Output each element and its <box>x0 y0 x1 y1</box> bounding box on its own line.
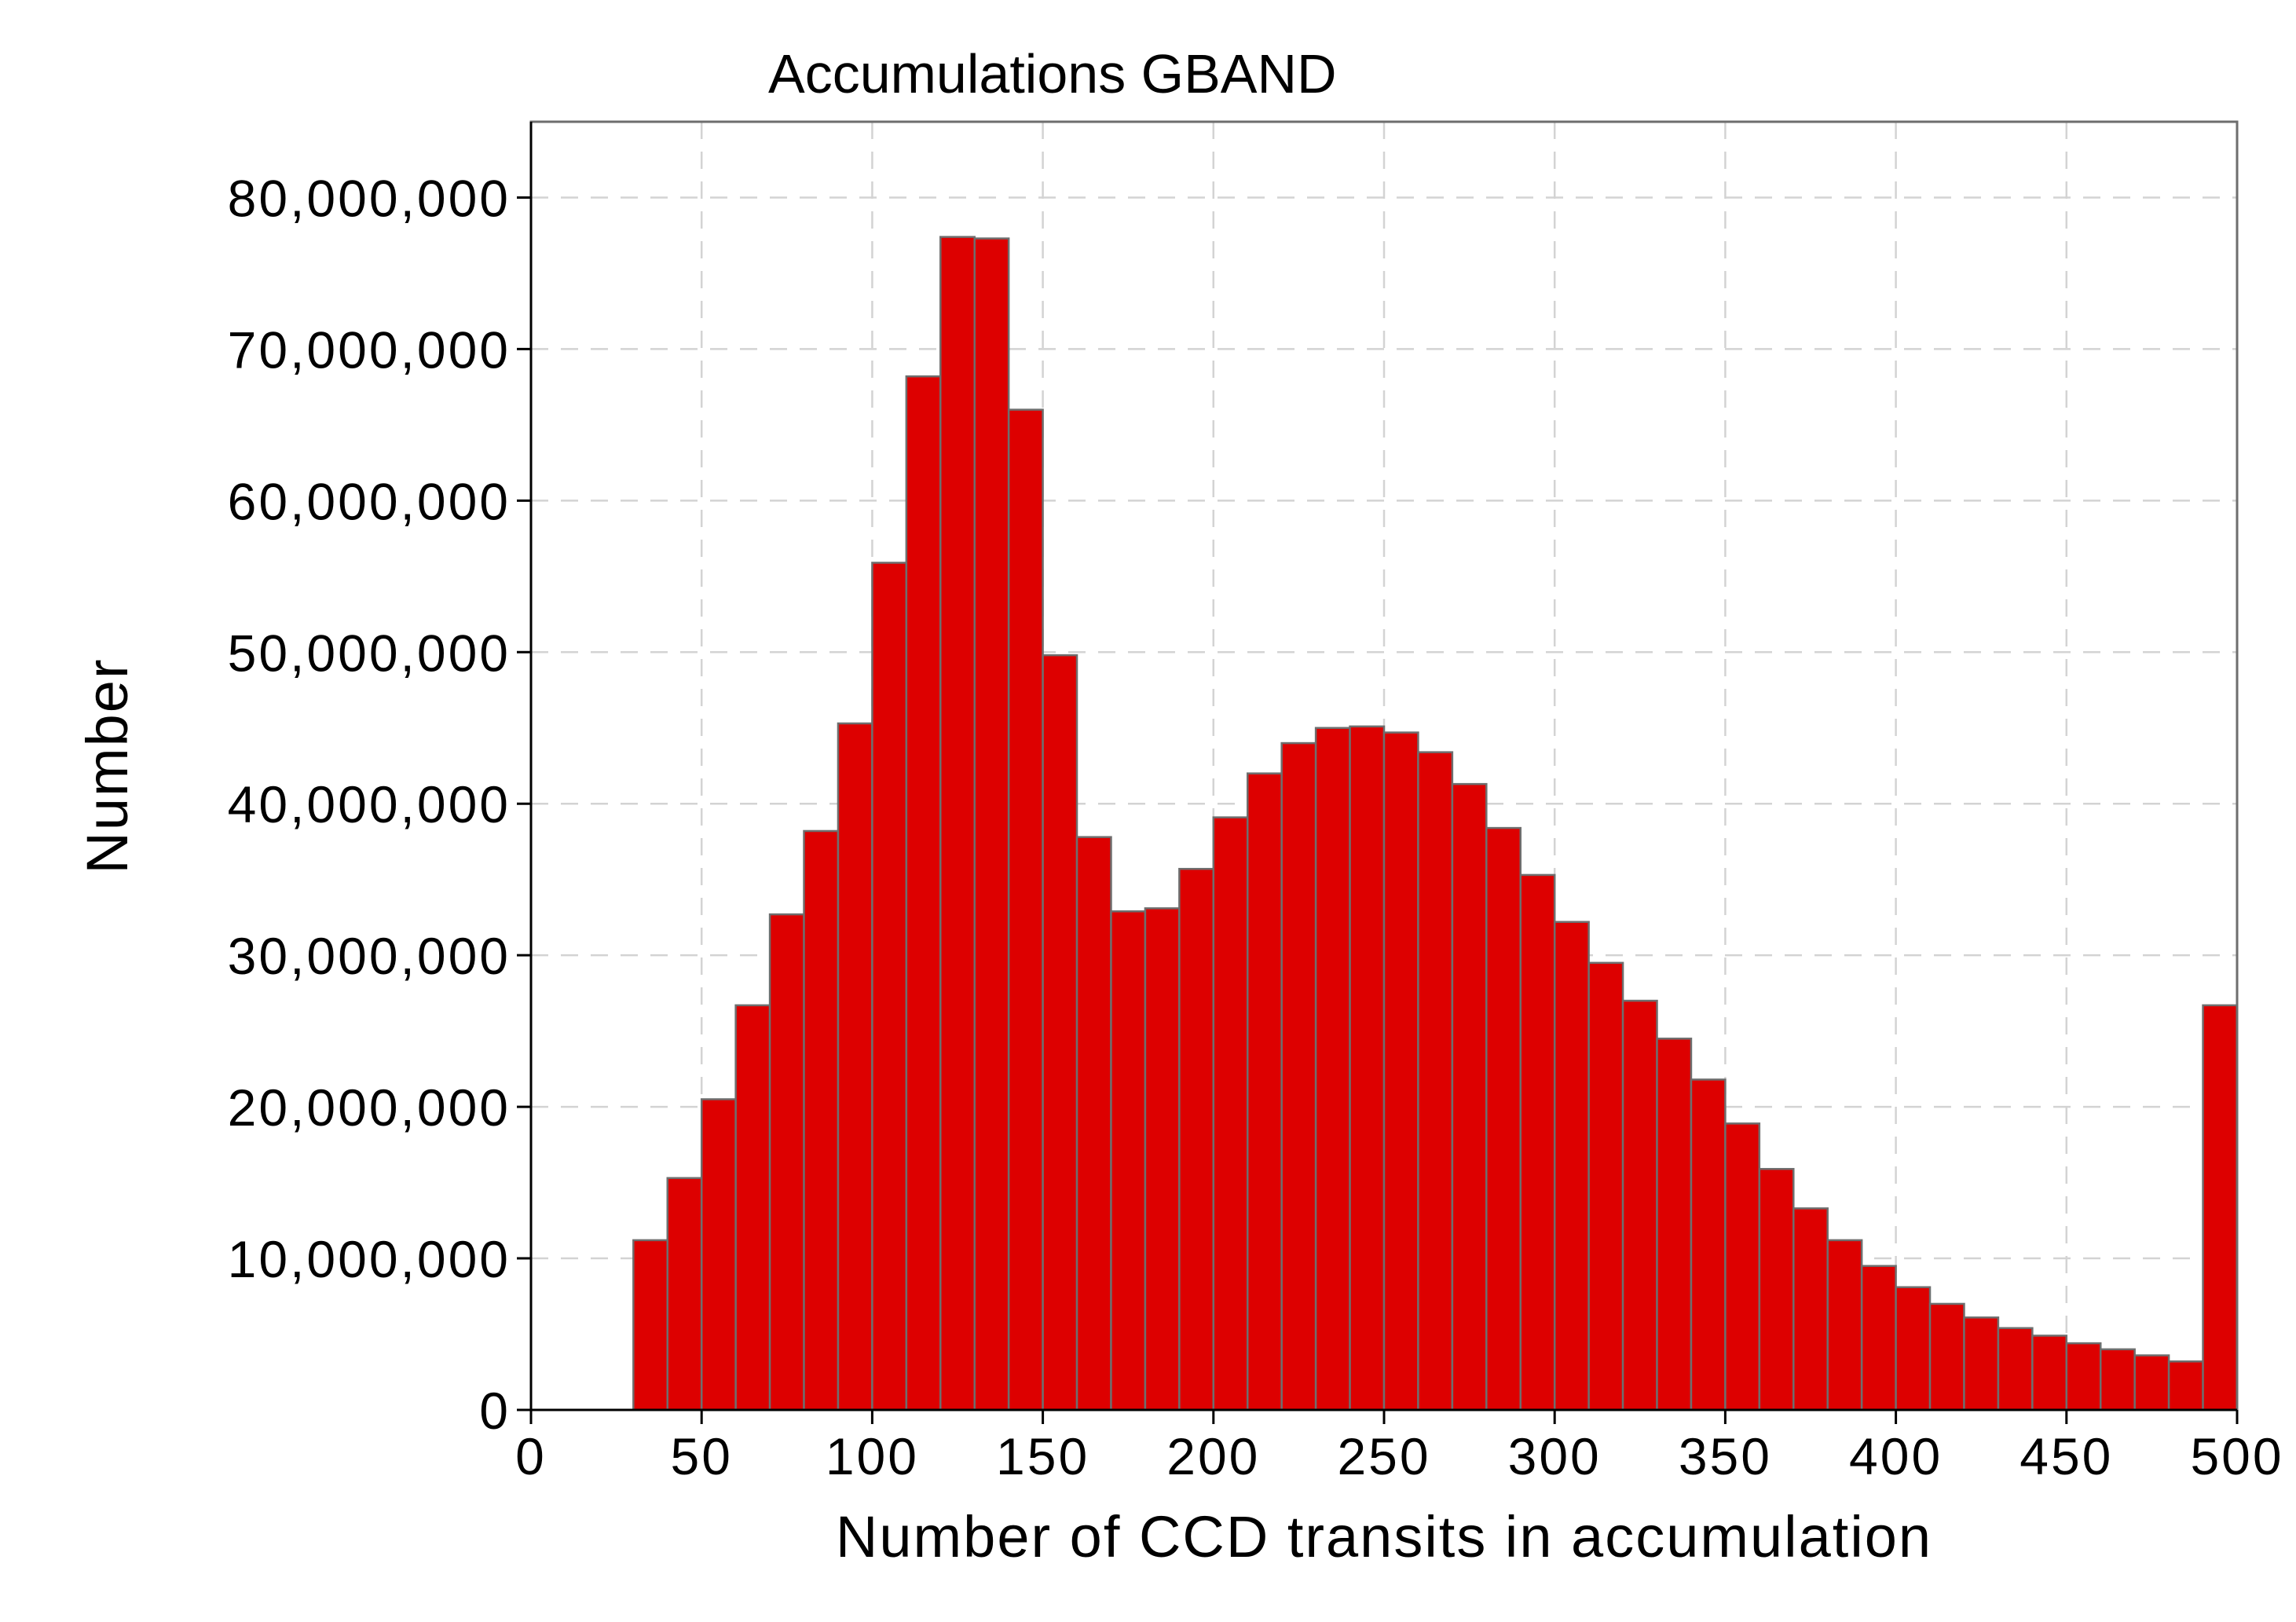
histogram-bar <box>1314 727 1351 1411</box>
histogram-bar <box>1349 725 1386 1411</box>
y-tick-label: 50,000,000 <box>228 624 511 682</box>
y-axis-title: Number <box>75 657 140 873</box>
histogram-bar <box>632 1239 669 1411</box>
histogram-bar <box>1417 751 1454 1411</box>
histogram-bars <box>632 236 2239 1411</box>
histogram-bar <box>1621 999 1658 1411</box>
histogram-bar <box>1178 867 1215 1411</box>
y-tick-label: 30,000,000 <box>228 927 511 985</box>
x-tick-label: 250 <box>1337 1427 1430 1485</box>
histogram-bar <box>871 562 908 1411</box>
histogram-bar <box>803 829 840 1411</box>
histogram-bar <box>1690 1078 1727 1411</box>
histogram-bar <box>1587 961 1624 1411</box>
histogram-bar <box>1280 741 1317 1411</box>
x-tick-label: 300 <box>1508 1427 1602 1485</box>
histogram-bar <box>666 1177 703 1411</box>
histogram-bar <box>1451 782 1488 1411</box>
histogram-bar <box>1553 921 1590 1411</box>
histogram-bar <box>2202 1004 2239 1411</box>
x-axis-title: Number of CCD transits in accumulation <box>836 1504 1932 1569</box>
histogram-bar <box>1485 826 1522 1411</box>
histogram-bar <box>2167 1360 2204 1411</box>
y-tick-label: 20,000,000 <box>228 1078 511 1137</box>
histogram-bar <box>1724 1122 1761 1411</box>
x-tick-label: 0 <box>515 1427 547 1485</box>
histogram-bar <box>1246 772 1283 1411</box>
y-tick-label: 0 <box>479 1382 511 1440</box>
histogram-bar <box>1963 1316 2000 1411</box>
histogram-bar <box>1042 654 1078 1411</box>
histogram-bar <box>1075 836 1112 1411</box>
histogram-bar <box>700 1098 737 1411</box>
y-tick-label: 40,000,000 <box>228 775 511 833</box>
x-tick-label: 400 <box>1849 1427 1943 1485</box>
x-tick-label: 150 <box>996 1427 1089 1485</box>
x-tick-label: 200 <box>1166 1427 1260 1485</box>
histogram-bar <box>1656 1038 1693 1411</box>
histogram-bar <box>1144 907 1181 1411</box>
y-tick-label: 80,000,000 <box>228 169 511 227</box>
x-tick-label: 450 <box>2020 1427 2113 1485</box>
histogram-bar <box>1826 1239 1863 1411</box>
histogram-bar <box>1110 910 1147 1411</box>
axis-ticks: 0 10,000,000 20,000,000 30,000,000 40,000,00… <box>228 122 2283 1485</box>
y-tick-label: 10,000,000 <box>228 1230 511 1288</box>
x-tick-label: 50 <box>670 1427 732 1485</box>
histogram-bar <box>1860 1265 1897 1411</box>
histogram-bar <box>734 1004 771 1411</box>
histogram-bar <box>1928 1302 1965 1411</box>
histogram-bar <box>1007 408 1044 1411</box>
histogram-bar <box>1519 873 1556 1411</box>
histogram-bar <box>1212 816 1249 1411</box>
y-tick-label: 60,000,000 <box>228 472 511 530</box>
histogram-bar <box>2065 1342 2102 1411</box>
histogram-bar <box>768 913 805 1411</box>
histogram-bar <box>1997 1327 2034 1411</box>
x-tick-label: 100 <box>826 1427 919 1485</box>
histogram-bar <box>1382 731 1419 1411</box>
histogram-bar <box>2133 1354 2170 1411</box>
x-tick-label: 500 <box>2190 1427 2283 1485</box>
x-tick-label: 350 <box>1679 1427 1772 1485</box>
histogram-bar <box>1792 1207 1829 1411</box>
histogram-bar <box>2099 1348 2136 1411</box>
y-tick-label: 70,000,000 <box>228 320 511 379</box>
histogram-bar <box>1895 1286 1932 1411</box>
histogram-bar <box>837 722 873 1411</box>
histogram-bar <box>905 375 942 1411</box>
histogram-bar <box>1758 1167 1795 1411</box>
histogram-bar <box>973 237 1010 1411</box>
chart-title: Accumulations GBAND <box>768 43 1337 104</box>
histogram-bar <box>2031 1335 2068 1411</box>
histogram-bar <box>939 236 976 1411</box>
